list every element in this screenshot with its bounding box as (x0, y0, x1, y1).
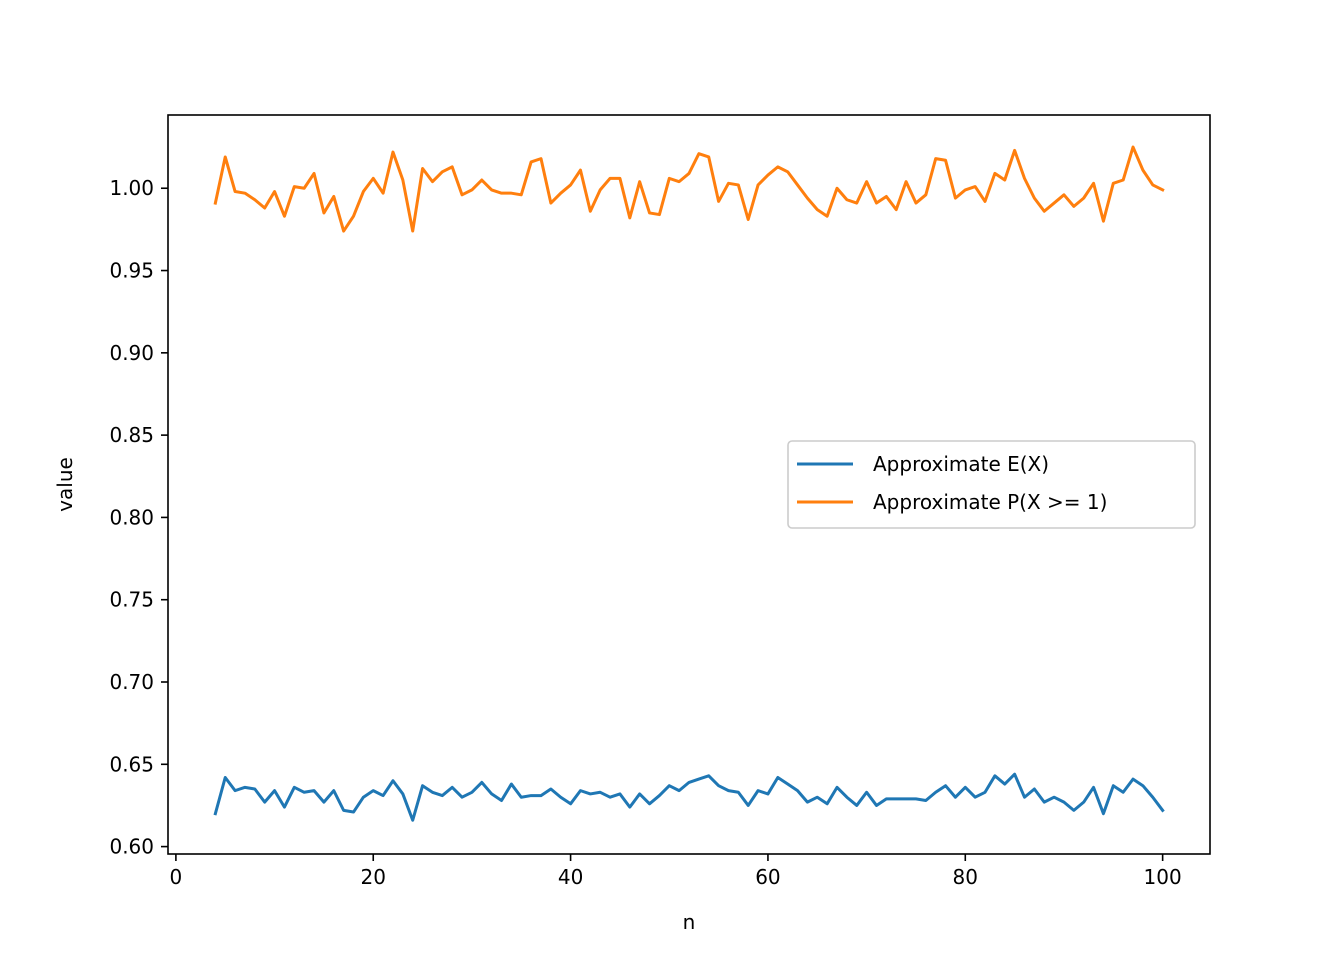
x-tick-label: 100 (1144, 865, 1182, 889)
legend-label-2: Approximate P(X >= 1) (873, 490, 1107, 514)
x-axis-ticks: 0 20 40 60 80 100 (170, 854, 1182, 889)
y-tick-label: 0.80 (109, 505, 154, 529)
y-tick-label: 0.65 (109, 752, 154, 776)
series-layer (213, 145, 1165, 822)
y-tick-label: 0.75 (109, 588, 154, 612)
y-tick-label: 0.95 (109, 259, 154, 283)
x-tick-label: 20 (361, 865, 386, 889)
y-axis-ticks: 0.60 0.65 0.70 0.75 0.80 0.85 0.90 0.95 1.00 (109, 176, 168, 859)
x-tick-label: 40 (558, 865, 583, 889)
legend-box (787, 440, 1196, 529)
legend-label-1: Approximate E(X) (873, 452, 1049, 476)
series-line-2 (213, 145, 1165, 233)
y-tick-label: 0.60 (109, 835, 154, 859)
y-tick-label: 1.00 (109, 176, 154, 200)
y-tick-label: 0.85 (109, 423, 154, 447)
y-axis-label: value (53, 457, 77, 512)
x-tick-label: 60 (755, 865, 780, 889)
x-tick-label: 80 (953, 865, 978, 889)
x-axis-label: n (683, 910, 696, 934)
series-line-1 (213, 772, 1165, 822)
y-tick-label: 0.70 (109, 670, 154, 694)
legend: Approximate E(X) Approximate P(X >= 1) (787, 440, 1196, 529)
y-tick-label: 0.90 (109, 341, 154, 365)
x-tick-label: 0 (170, 865, 183, 889)
axes-frame (167, 114, 1211, 855)
